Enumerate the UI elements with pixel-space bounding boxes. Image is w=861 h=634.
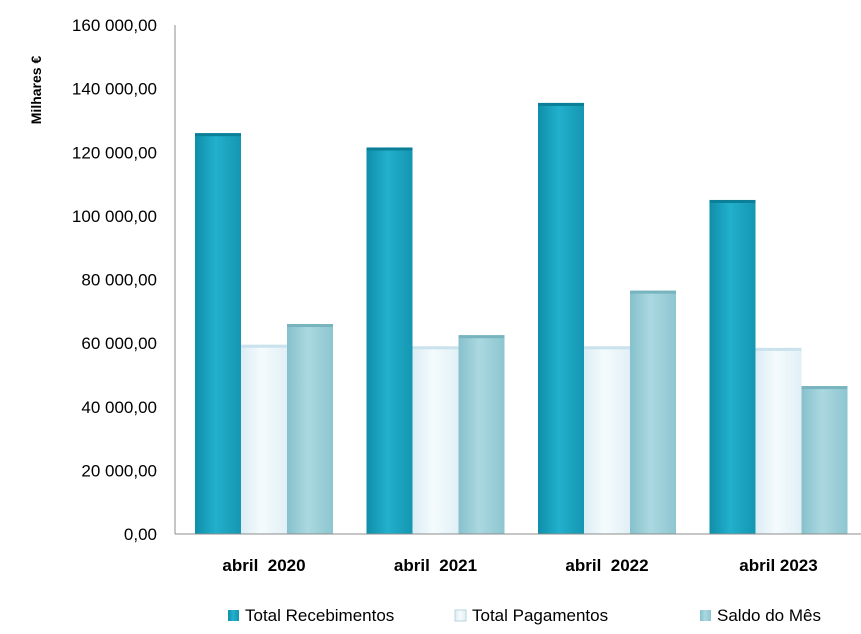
bar xyxy=(801,386,848,534)
legend-swatch xyxy=(700,610,711,621)
axes xyxy=(174,25,861,535)
bar xyxy=(287,324,333,534)
bar-2-0 xyxy=(287,324,333,534)
bar-cap xyxy=(241,344,287,348)
bar-2-2 xyxy=(630,290,676,534)
y-tick-label: 100 000,00 xyxy=(72,207,157,226)
bar-cap xyxy=(538,102,584,106)
legend-item: Saldo do Mês xyxy=(700,606,821,625)
y-tick-label: 140 000,00 xyxy=(72,80,157,99)
bar-cap xyxy=(709,199,756,203)
x-tick-label: abril 2020 xyxy=(222,556,305,575)
legend-swatch xyxy=(228,610,239,621)
legend-item: Total Pagamentos xyxy=(454,606,608,625)
bar xyxy=(458,335,505,534)
y-tick-label: 40 000,00 xyxy=(81,398,157,417)
bar-1-2 xyxy=(584,346,630,534)
y-axis-title: Milhares € xyxy=(28,56,44,125)
bar-2-3 xyxy=(801,386,848,534)
bar-0-3 xyxy=(709,199,756,534)
bar xyxy=(709,199,756,534)
bar-cap xyxy=(584,346,630,350)
x-tick-label: abril 2023 xyxy=(739,556,817,575)
bar-cap xyxy=(755,347,802,351)
bar-0-0 xyxy=(195,133,241,534)
y-tick-label: 0,00 xyxy=(124,525,157,544)
bar-0-2 xyxy=(538,102,584,535)
bar-0-1 xyxy=(366,147,413,534)
bar-1-3 xyxy=(755,347,802,534)
bar xyxy=(755,347,802,534)
bar xyxy=(630,290,676,534)
y-tick-label: 20 000,00 xyxy=(81,461,157,480)
legend-swatch xyxy=(454,609,467,622)
x-tick-label: abril 2021 xyxy=(394,556,477,575)
y-tick-label: 60 000,00 xyxy=(81,334,157,353)
y-tick-label: 160 000,00 xyxy=(72,16,157,35)
bar xyxy=(241,344,287,534)
bar-2-1 xyxy=(458,335,505,534)
bar-cap xyxy=(630,290,676,294)
bar-cap xyxy=(195,133,241,137)
bar xyxy=(366,147,413,534)
legend-item: Total Recebimentos xyxy=(228,606,394,625)
bar-1-1 xyxy=(412,346,459,534)
y-axis-ticks: 0,00 20 000,00 40 000,00 60 000,00 80 000,00… xyxy=(72,16,157,544)
y-tick-label: 120 000,00 xyxy=(72,143,157,162)
bar-1-0 xyxy=(241,344,287,534)
bar-cap xyxy=(458,335,505,339)
legend-label: Total Pagamentos xyxy=(472,606,608,625)
x-tick-label: abril 2022 xyxy=(565,556,648,575)
y-tick-label: 80 000,00 xyxy=(81,271,157,290)
bar xyxy=(195,133,241,534)
bar-cap xyxy=(801,386,848,390)
legend: Total Recebimentos Total Pagamentos Saldo … xyxy=(228,606,821,625)
legend-label: Total Recebimentos xyxy=(245,606,394,625)
bar xyxy=(412,346,459,534)
x-axis-labels: abril 2020 abril 2021 abril 2022 abril 2023 xyxy=(222,556,817,575)
bar xyxy=(584,346,630,534)
legend-label: Saldo do Mês xyxy=(717,606,821,625)
bar-cap xyxy=(287,324,333,328)
bar-cap xyxy=(366,147,413,151)
bar-marks xyxy=(195,102,848,535)
bar xyxy=(538,102,584,535)
bar-cap xyxy=(412,346,459,350)
